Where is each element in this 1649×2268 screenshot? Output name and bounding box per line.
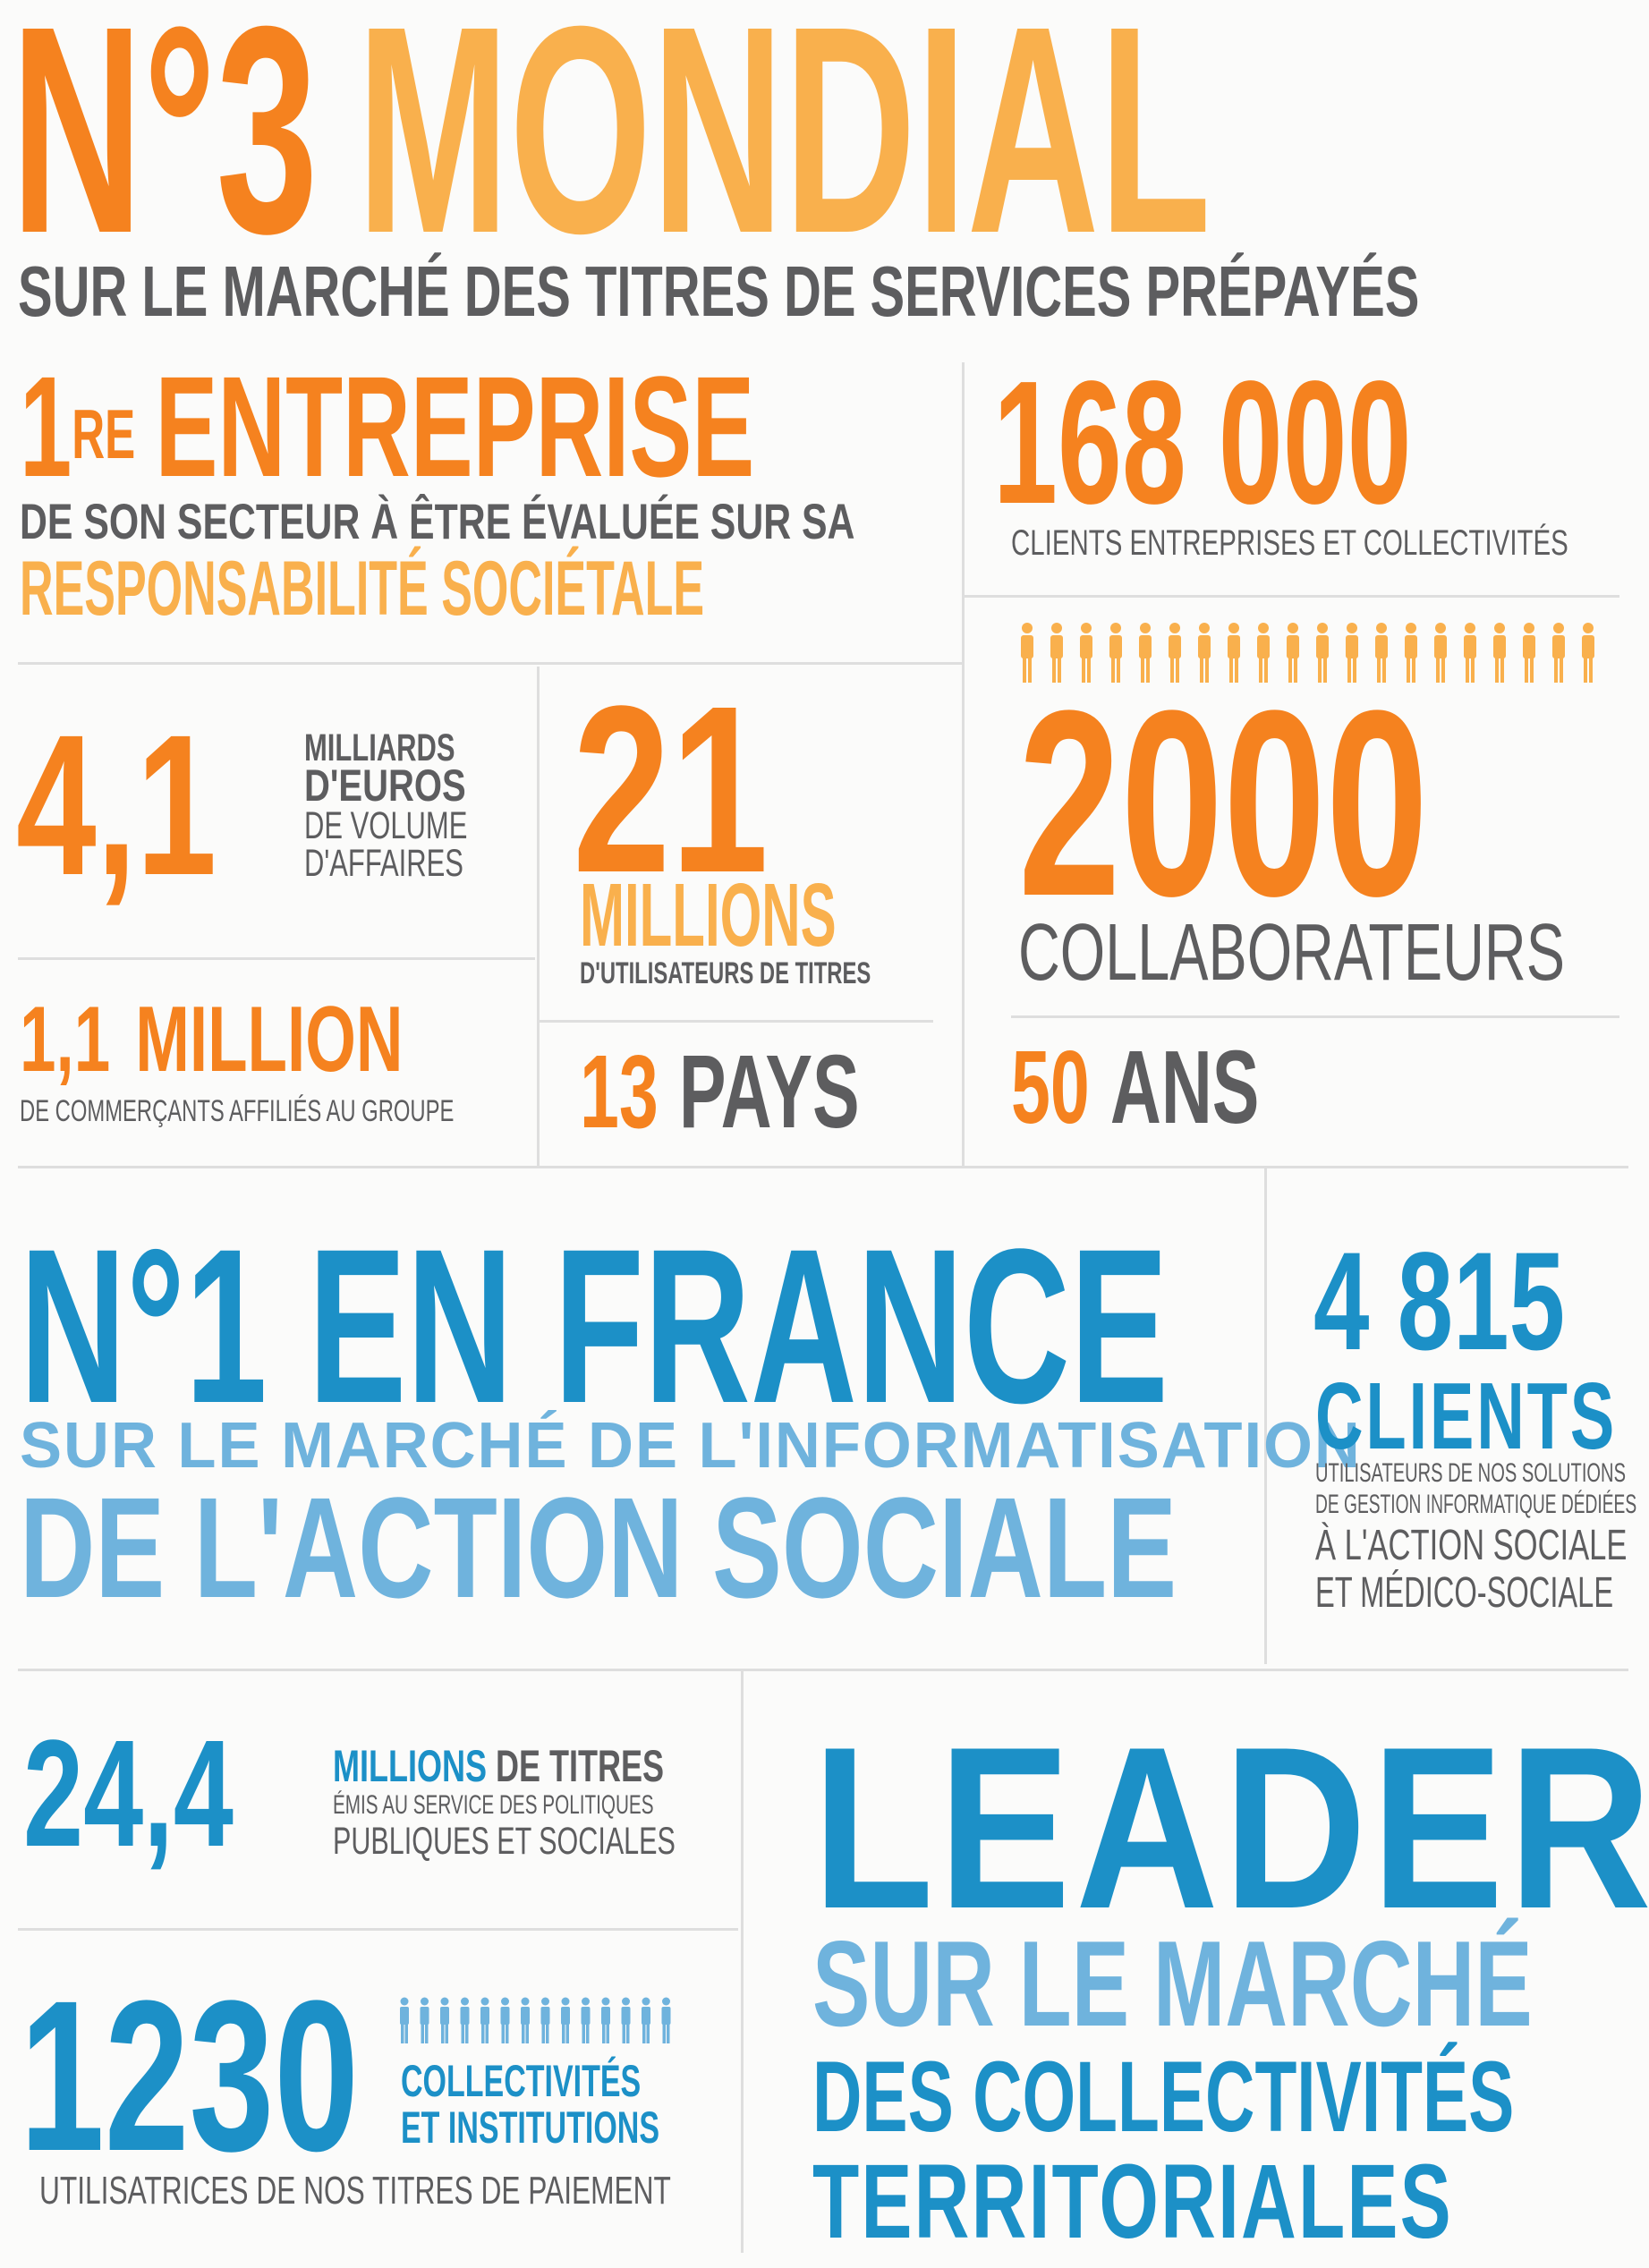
users-unit: MILLIONS <box>580 865 837 965</box>
collectivites-line1: COLLECTIVITÉS <box>401 2056 642 2106</box>
collectivites-line2: ET INSTITUTIONS <box>401 2102 659 2153</box>
volume-label: MILLIARDS D'EUROS DE VOLUME D'AFFAIRES <box>304 726 531 885</box>
clients-social-line2: DE GESTION INFORMATIQUE DÉDIÉES <box>1315 1490 1637 1519</box>
clients-social-value: 4 815 <box>1313 1224 1566 1380</box>
volume-line4: D'AFFAIRES <box>304 842 463 885</box>
merchants-unit: MILLION <box>135 988 404 1092</box>
leader-line1: SUR LE MARCHÉ <box>812 1915 1533 2051</box>
mondial-rank: N°3 <box>11 0 319 294</box>
collectivites-label: COLLECTIVITÉS ET INSTITUTIONS <box>401 2058 781 2151</box>
person-icon <box>1464 623 1476 683</box>
person-icon <box>480 1997 489 2043</box>
titres-desc: MILLIONS DE TITRES ÉMIS AU SERVICE DES P… <box>333 1743 815 1861</box>
divider <box>18 662 962 665</box>
france-line1: SUR LE MARCHÉ DE L'INFORMATISATION <box>20 1410 1362 1482</box>
france-line2: DE L'ACTION SOCIALE <box>20 1467 1177 1627</box>
countries-headline: 13 PAYS <box>580 1040 991 1143</box>
person-icon <box>500 1997 510 2043</box>
france-title: N°1 EN FRANCE <box>20 1203 1169 1449</box>
merchants-headline: 1,1 MILLION <box>20 993 567 1086</box>
clients-social-desc: UTILISATEURS DE NOS SOLUTIONS DE GESTION… <box>1315 1458 1649 1616</box>
divider <box>1264 1168 1267 1664</box>
years-headline: 50 ANS <box>1011 1035 1376 1139</box>
titres-line2: PUBLIQUES ET SOCIALES <box>333 1820 676 1863</box>
person-icon <box>1523 623 1535 683</box>
divider <box>741 1671 744 2253</box>
person-icon <box>581 1997 591 2043</box>
clients-label: CLIENTS ENTREPRISES ET COLLECTIVITÉS <box>1011 523 1568 563</box>
volume-line3: DE VOLUME <box>304 804 468 847</box>
person-icon <box>601 1997 610 2043</box>
entreprise-number: 1 <box>20 346 72 506</box>
mondial-word: MONDIAL <box>356 0 1211 294</box>
volume-value: 4,1 <box>16 693 217 917</box>
person-icon <box>1582 623 1594 683</box>
person-icon <box>561 1997 570 2043</box>
years-unit: ANS <box>1109 1029 1260 1145</box>
divider <box>18 1669 1628 1671</box>
clients-social-unit: CLIENTS <box>1315 1363 1618 1469</box>
leader-title: LEADER <box>812 1698 1649 1957</box>
titres-line1: ÉMIS AU SERVICE DES POLITIQUES <box>333 1790 654 1820</box>
users-label: D'UTILISATEURS DE TITRES <box>580 956 871 990</box>
person-icon <box>521 1997 530 2043</box>
mondial-headline: N°3 MONDIAL <box>11 0 1649 277</box>
mondial-subtitle: SUR LE MARCHÉ DES TITRES DE SERVICES PRÉ… <box>18 251 1420 331</box>
divider <box>962 362 965 1168</box>
person-icon <box>400 1997 409 2043</box>
people-icon <box>400 1997 671 2043</box>
staff-value: 2000 <box>1018 655 1429 951</box>
person-icon <box>621 1997 631 2043</box>
person-icon <box>440 1997 449 2043</box>
person-icon <box>420 1997 429 2043</box>
years-value: 50 <box>1011 1029 1090 1145</box>
countries-value: 13 <box>580 1033 659 1150</box>
merchants-value: 1,1 <box>20 988 111 1092</box>
divider <box>1011 1015 1619 1018</box>
users-value: 21 <box>573 657 769 922</box>
countries-unit: PAYS <box>678 1033 860 1150</box>
divider <box>18 1166 1628 1168</box>
volume-line2: D'EUROS <box>304 760 466 811</box>
clients-social-line3: À L'ACTION SOCIALE <box>1315 1522 1628 1569</box>
clients-social-line1: UTILISATEURS DE NOS SOLUTIONS <box>1315 1458 1626 1488</box>
entreprise-suffix: RE <box>72 395 136 473</box>
person-icon <box>1493 623 1506 683</box>
divider <box>965 595 1619 598</box>
entreprise-headline: 1RE ENTREPRISE <box>20 355 1142 498</box>
clients-social-line4: ET MÉDICO-SOCIALE <box>1315 1569 1614 1617</box>
leader-line3: TERRITORIALES <box>812 2143 1453 2261</box>
divider <box>537 667 540 1168</box>
person-icon <box>661 1997 671 2043</box>
person-icon <box>460 1997 470 2043</box>
person-icon <box>642 1997 650 2043</box>
titres-value: 24,4 <box>23 1709 234 1879</box>
person-icon <box>1552 623 1565 683</box>
collectivites-value: 1230 <box>20 1956 360 2196</box>
merchants-label: DE COMMERÇANTS AFFILIÉS AU GROUPE <box>20 1094 455 1128</box>
titres-unit: MILLIONS <box>333 1741 487 1791</box>
titres-unit2: DE TITRES <box>496 1741 665 1791</box>
person-icon <box>1434 623 1447 683</box>
volume-line1: MILLIARDS <box>304 726 455 769</box>
person-icon <box>540 1997 550 2043</box>
divider <box>18 1928 738 1931</box>
entreprise-line2: RESPONSABILITÉ SOCIÉTALE <box>20 546 705 632</box>
divider <box>18 957 535 960</box>
collectivites-desc: UTILISATRICES DE NOS TITRES DE PAIEMENT <box>39 2169 671 2213</box>
entreprise-word: ENTREPRISE <box>155 346 755 506</box>
clients-value: 168 000 <box>993 344 1412 540</box>
divider <box>540 1020 933 1023</box>
staff-label: COLLABORATEURS <box>1018 908 1565 998</box>
leader-line2: DES COLLECTIVITÉS <box>812 2041 1515 2153</box>
entreprise-line1: DE SON SECTEUR À ÊTRE ÉVALUÉE SUR SA <box>20 493 855 549</box>
